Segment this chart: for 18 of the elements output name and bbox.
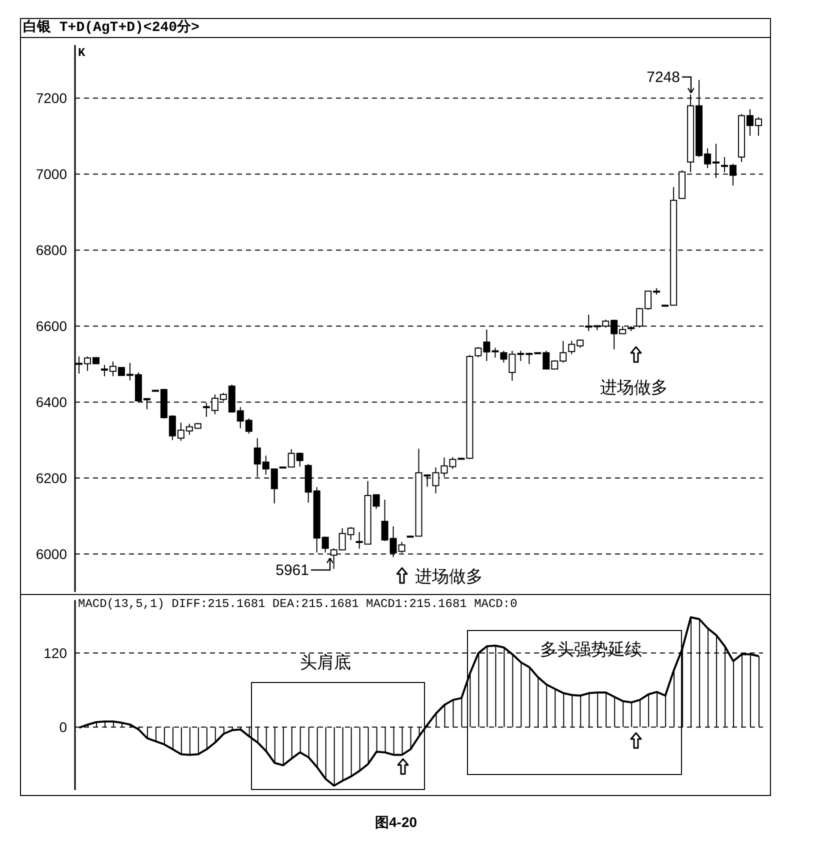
- annotation: MACD(13,5,1) DIFF:215.1681 DEA:215.1681 MACD1:215.1681 MACD:0: [78, 597, 518, 611]
- y-tick-label: 6000: [36, 546, 68, 562]
- annotation: 进场做多: [415, 567, 483, 586]
- y-tick-label: 120: [44, 645, 68, 662]
- chart-title: 白银 T+D(AgT+D)<240分>: [23, 20, 200, 36]
- annotation: 头肩底: [300, 653, 351, 672]
- y-tick-label: 6800: [36, 242, 68, 258]
- annotation: 7248: [646, 69, 680, 86]
- y-tick-label: 6600: [36, 318, 68, 334]
- annotation: K: [78, 46, 86, 60]
- y-tick-label: 7000: [36, 166, 68, 182]
- annotation: 进场做多: [600, 378, 668, 397]
- y-tick-label: 7200: [36, 90, 68, 106]
- y-tick-label: 0: [59, 719, 68, 736]
- annotation: 5961: [276, 562, 309, 579]
- caption: 图4-20: [375, 814, 418, 830]
- y-tick-label: 6200: [36, 470, 68, 486]
- y-tick-label: 6400: [36, 394, 68, 410]
